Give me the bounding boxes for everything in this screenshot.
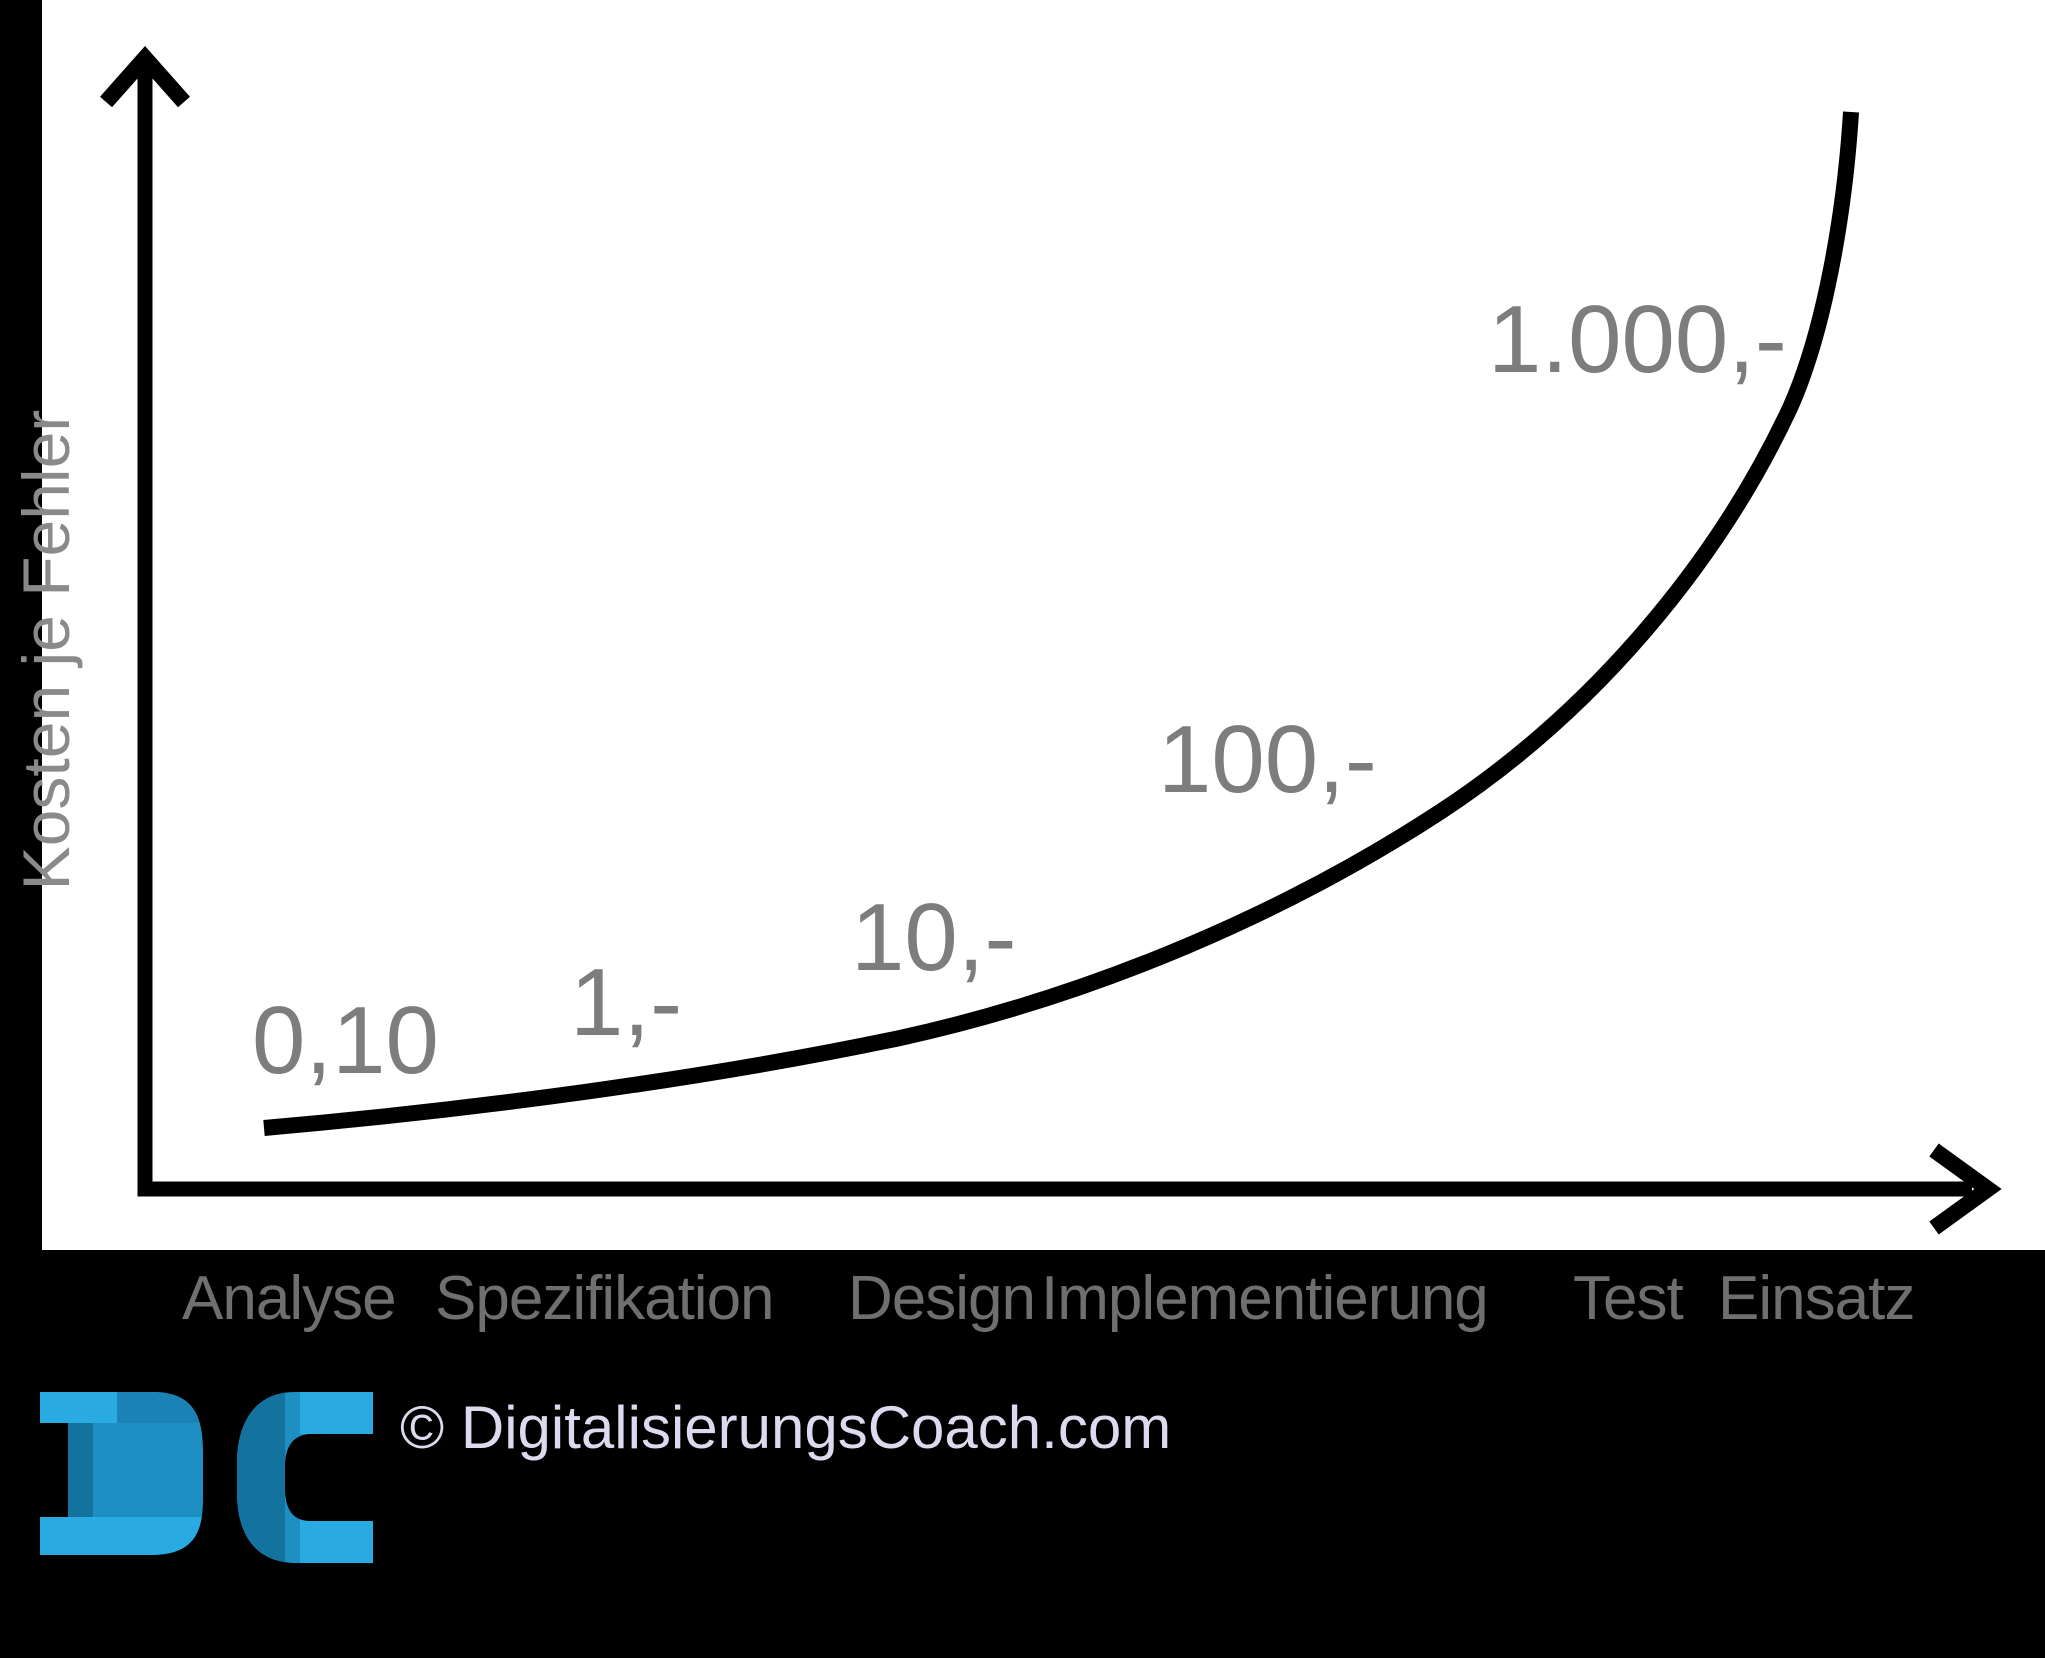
x-axis-label-implementierung: Implementierung (1041, 1264, 1489, 1333)
x-axis-label-test: Test (1573, 1264, 1684, 1333)
x-axis-label-analyse: Analyse (182, 1264, 397, 1333)
logo-letter-d (40, 1392, 203, 1555)
curve-point-label: 0,10 (252, 987, 439, 1094)
x-axis-label-spezifikation: Spezifikation (435, 1264, 775, 1333)
axis-lines (137, 62, 1972, 1197)
dc-logo (40, 1392, 373, 1563)
y-axis-arrow-icon (100, 45, 190, 108)
logo-letter-c (237, 1392, 373, 1563)
x-axis-label-einsatz: Einsatz (1718, 1264, 1915, 1333)
curve-point-label: 10,- (851, 884, 1017, 991)
curve-point-label: 100,- (1158, 706, 1377, 813)
footer-band (0, 1250, 2045, 1658)
cost-curve (263, 111, 1859, 1136)
curve-point-label: 1.000,- (1488, 286, 1787, 393)
curve-point-label: 1,- (570, 949, 683, 1056)
x-axis-label-design: Design (848, 1264, 1036, 1333)
x-axis-arrow-icon (1929, 1143, 2002, 1235)
y-axis-title: Kosten je Fehler (9, 409, 83, 891)
copyright-text: © DigitalisierungsCoach.com (400, 1394, 1172, 1461)
